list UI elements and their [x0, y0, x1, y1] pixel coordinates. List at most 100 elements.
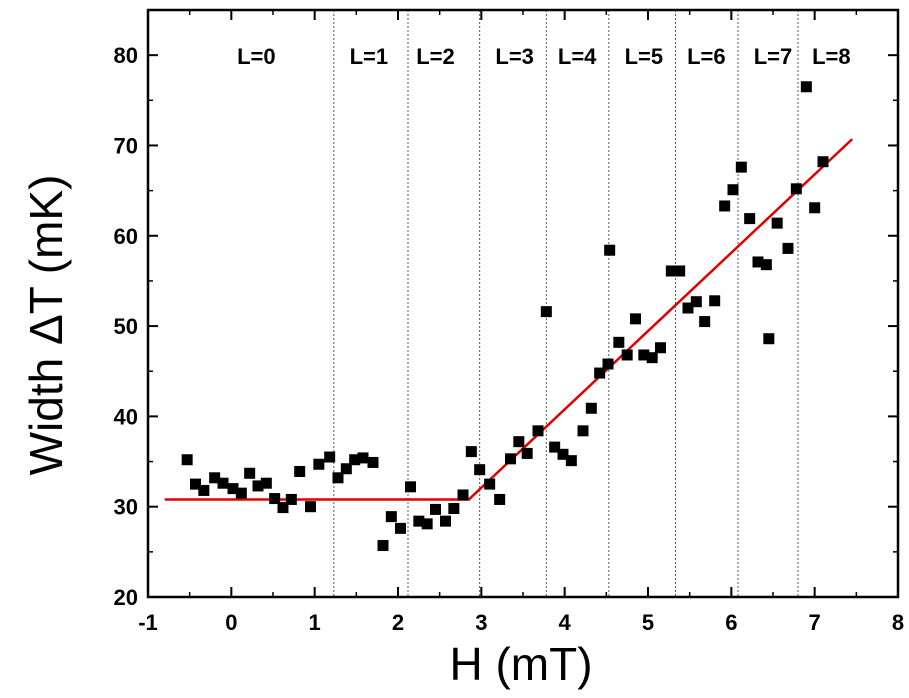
region-label: L=1 — [350, 44, 389, 69]
data-point — [413, 515, 425, 527]
data-point — [585, 402, 597, 414]
data-point — [294, 465, 306, 477]
data-point — [190, 478, 201, 490]
y-tick-label: 60 — [114, 224, 138, 249]
data-point — [682, 302, 694, 314]
data-point — [760, 259, 772, 271]
data-point — [621, 349, 633, 361]
region-label: L=8 — [812, 44, 851, 69]
data-point — [357, 452, 369, 464]
data-point — [367, 456, 379, 468]
x-tick-label: 5 — [642, 610, 654, 635]
y-tick-label: 20 — [114, 585, 138, 610]
data-point — [532, 425, 544, 437]
axis-ticks — [147, 10, 899, 598]
data-point — [646, 352, 658, 364]
data-point — [513, 436, 525, 448]
tick-labels: -1 0 1 2 3 4 5 6 7 8 20 30 40 50 60 70 80 — [114, 43, 905, 635]
data-point — [674, 265, 686, 277]
data-point — [377, 540, 389, 552]
data-point — [594, 367, 606, 379]
data-point — [305, 501, 316, 513]
region-label: L=4 — [558, 44, 597, 69]
x-tick-label: -1 — [138, 610, 158, 635]
data-point — [665, 265, 677, 277]
data-point — [521, 447, 533, 459]
region-label: L=7 — [754, 44, 793, 69]
x-tick-label: 2 — [392, 610, 404, 635]
data-point — [800, 81, 812, 93]
x-axis-title: H (mT) — [449, 638, 592, 690]
data-point — [217, 477, 229, 489]
data-point — [430, 503, 441, 515]
data-point — [324, 451, 336, 463]
y-tick-label: 50 — [114, 314, 138, 339]
data-point — [405, 481, 416, 493]
data-point — [209, 472, 221, 484]
region-dividers — [333, 10, 799, 597]
data-point — [790, 183, 802, 195]
x-tick-label: 3 — [475, 610, 487, 635]
data-point — [494, 493, 506, 505]
data-point — [602, 358, 614, 370]
y-axis-title: Width ΔT (mK) — [20, 175, 72, 476]
data-point — [181, 454, 193, 466]
x-tick-label: 8 — [892, 610, 904, 635]
data-point — [699, 316, 711, 328]
data-point — [244, 467, 256, 479]
data-point — [465, 446, 477, 458]
y-tick-label: 70 — [114, 133, 138, 158]
data-point — [269, 493, 281, 505]
data-point — [809, 202, 821, 214]
plot-frame — [146, 8, 900, 599]
data-point — [313, 458, 325, 470]
data-point — [630, 313, 641, 325]
data-point — [709, 295, 721, 307]
x-tick-label: 7 — [809, 610, 821, 635]
fit-line-group — [164, 138, 854, 501]
data-point — [277, 502, 289, 514]
data-point — [613, 336, 625, 348]
data-point — [474, 464, 486, 476]
data-point — [744, 213, 756, 225]
data-point — [735, 161, 747, 173]
data-point — [752, 256, 764, 268]
fit-line — [164, 138, 854, 501]
data-point — [763, 333, 775, 345]
data-point — [638, 349, 650, 361]
data-point — [332, 472, 344, 484]
y-tick-label: 40 — [114, 404, 138, 429]
x-tick-label: 4 — [559, 610, 572, 635]
data-point — [198, 484, 210, 496]
data-point — [604, 244, 616, 256]
data-point — [484, 478, 496, 490]
data-point — [505, 453, 516, 465]
y-tick-label: 30 — [114, 495, 138, 520]
data-point — [727, 184, 739, 196]
data-point — [817, 156, 829, 168]
data-point — [577, 425, 589, 437]
data-point — [457, 489, 469, 501]
data-point — [395, 522, 406, 534]
data-point — [440, 515, 451, 527]
data-point — [540, 306, 552, 318]
data-point — [655, 342, 666, 354]
y-tick-label: 80 — [114, 43, 138, 68]
data-point — [385, 511, 397, 523]
data-point — [349, 454, 361, 466]
data-point — [421, 518, 433, 530]
data-point — [235, 487, 247, 499]
data-point — [782, 242, 794, 254]
data-point — [252, 480, 264, 492]
data-point — [340, 463, 352, 475]
region-labels: L=0 L=1 L=2 L=3 L=4 L=5 L=6 L=7 L=8 — [237, 44, 851, 69]
data-point — [285, 493, 297, 505]
x-tick-label: 0 — [225, 610, 237, 635]
data-points — [181, 81, 829, 552]
region-label: L=0 — [237, 44, 276, 69]
data-point — [549, 441, 561, 453]
x-tick-label: 6 — [725, 610, 737, 635]
x-tick-label: 1 — [309, 610, 321, 635]
data-point — [565, 455, 577, 467]
